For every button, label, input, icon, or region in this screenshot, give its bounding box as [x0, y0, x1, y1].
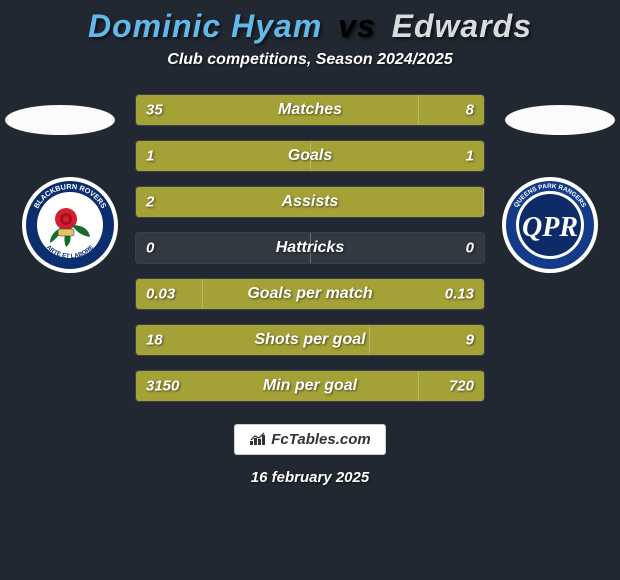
bar-fill-left [136, 95, 418, 125]
subtitle: Club competitions, Season 2024/2025 [0, 51, 620, 69]
stat-bar: 358Matches [135, 94, 485, 126]
bar-fill-right [483, 187, 484, 217]
bar-fill-right [310, 141, 484, 171]
watermark: FcTables.com [234, 424, 385, 455]
stat-bar: 00Hattricks [135, 232, 485, 264]
head-ellipse-right [505, 105, 615, 135]
player-left-silhouette [0, 105, 120, 185]
fctables-logo-icon [249, 432, 269, 446]
bar-fill-left [136, 325, 369, 355]
club-logo-left: BLACKBURN ROVERS ARTE ET LABORE [20, 175, 120, 275]
stat-bar: 2Assists [135, 186, 485, 218]
bar-fill-left [136, 141, 310, 171]
player-right-name: Edwards [392, 8, 532, 44]
svg-text:QPR: QPR [522, 212, 578, 243]
player-right-silhouette [500, 105, 620, 185]
bar-fill-right [418, 95, 484, 125]
player-left-name: Dominic Hyam [88, 8, 322, 44]
bar-fill-left [136, 233, 310, 263]
head-ellipse-left [5, 105, 115, 135]
bar-fill-right [310, 233, 484, 263]
comparison-infographic: Dominic Hyam vs Edwards Club competition… [0, 0, 620, 580]
club-logo-right: QUEENS PARK RANGERS QPR [500, 175, 600, 275]
stat-bar: 0.030.13Goals per match [135, 278, 485, 310]
date-text: 16 february 2025 [0, 469, 620, 486]
title-vs: vs [338, 8, 376, 44]
qpr-badge-icon: QUEENS PARK RANGERS QPR [500, 175, 600, 275]
bar-fill-left [136, 279, 202, 309]
watermark-text: FcTables.com [271, 431, 370, 448]
bar-fill-right [369, 325, 484, 355]
page-title: Dominic Hyam vs Edwards [0, 8, 620, 45]
stat-bar: 189Shots per goal [135, 324, 485, 356]
bar-fill-right [202, 279, 484, 309]
stat-bar: 11Goals [135, 140, 485, 172]
stat-bar: 3150720Min per goal [135, 370, 485, 402]
bar-fill-left [136, 187, 484, 217]
comparison-bars: 358Matches 11Goals 2Assists 00Hattricks 0.03… [135, 94, 485, 402]
bar-fill-left [136, 371, 418, 401]
bar-fill-right [418, 371, 484, 401]
blackburn-rovers-badge-icon: BLACKBURN ROVERS ARTE ET LABORE [20, 175, 120, 275]
